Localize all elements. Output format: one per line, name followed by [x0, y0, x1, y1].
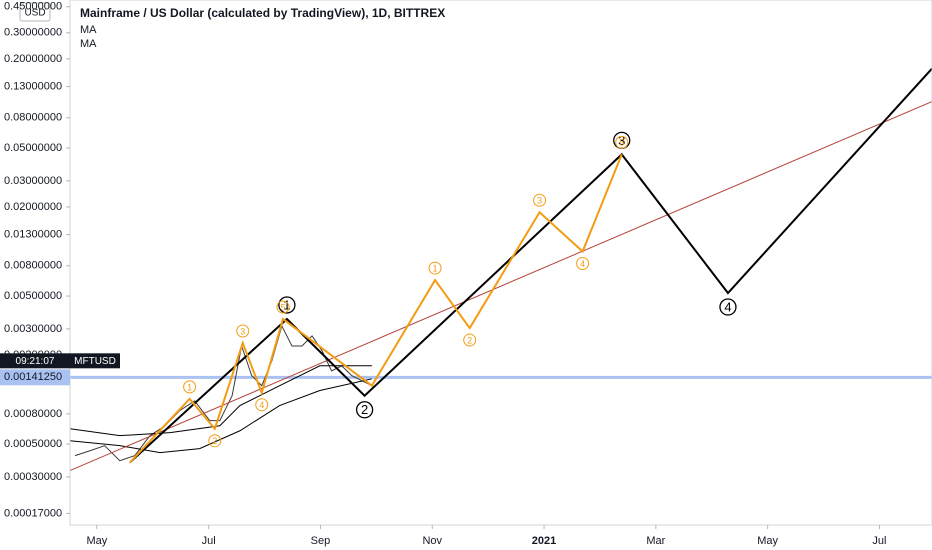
wave-label: 2 [361, 402, 368, 417]
y-tick-label: 0.00017000 [4, 507, 62, 519]
y-tick-label: 0.08000000 [4, 112, 62, 124]
wave-label: 3 [240, 326, 245, 336]
x-tick-label: May [757, 535, 778, 547]
wave-label: 1 [283, 297, 290, 312]
series-line [129, 67, 932, 464]
symbol: MFTUSD [74, 356, 116, 367]
y-tick-label: 0.00500000 [4, 290, 62, 302]
wave-label: 1 [433, 263, 438, 273]
series-line [69, 365, 372, 437]
wave-label-circle [276, 300, 290, 314]
wave-label: 2 [212, 436, 217, 446]
symbol-box [70, 353, 120, 369]
wave-label-circle [428, 261, 442, 275]
currency-box [19, 2, 51, 22]
wave-label: 3 [618, 133, 625, 148]
x-tick-label: Nov [422, 535, 442, 547]
series-line [69, 101, 932, 472]
countdown-box [0, 353, 70, 369]
x-tick-label: Sep [311, 535, 331, 547]
legend-entry: MA [80, 24, 97, 36]
last-price-box [0, 369, 70, 386]
chart-title: Mainframe / US Dollar (calculated by Tra… [80, 6, 445, 20]
wave-label-circle [533, 193, 547, 207]
last-price-label: 0.00141250 [4, 371, 62, 383]
wave-label: 4 [580, 259, 585, 269]
y-tick-label: 0.00050000 [4, 438, 62, 450]
y-tick-label: 0.13000000 [4, 81, 62, 93]
y-tick-label: 0.02000000 [4, 201, 62, 213]
x-tick-label: Jul [202, 535, 216, 547]
y-tick-label: 0.45000000 [4, 1, 62, 13]
wave-label-circle [576, 256, 590, 270]
wave-label-circle [208, 434, 222, 448]
wave-label: 4 [724, 299, 731, 314]
wave-label-circle [183, 380, 197, 394]
wave-label: 5 [280, 302, 285, 312]
series-line [129, 153, 623, 464]
wave-label: 2 [467, 335, 472, 345]
x-tick-label: May [86, 535, 107, 547]
currency: USD [24, 8, 45, 19]
plot-frame [69, 0, 932, 526]
wave-label-circle [355, 401, 374, 419]
countdown: 09:21:07 [16, 356, 55, 367]
x-tick-label: Jul [872, 535, 886, 547]
wave-label-circle [615, 135, 629, 149]
wave-label-circle [719, 298, 737, 316]
y-tick-label: 0.20000000 [4, 53, 62, 65]
x-tick-label: 2021 [532, 535, 556, 547]
wave-label-circle [255, 398, 269, 412]
x-tick-label: Mar [646, 535, 665, 547]
y-tick-label: 0.00800000 [4, 260, 62, 272]
y-tick-label: 0.30000000 [4, 27, 62, 39]
wave-label-circle [236, 324, 250, 338]
legend-entry: MA [80, 38, 97, 50]
y-tick-label: 0.00030000 [4, 471, 62, 483]
wave-label: 5 [619, 138, 624, 148]
wave-label: 1 [187, 382, 192, 392]
y-tick-label: 0.00300000 [4, 323, 62, 335]
series-line [74, 324, 373, 462]
wave-label: 3 [537, 196, 542, 206]
y-tick-label: 0.05000000 [4, 142, 62, 154]
wave-label-circle [463, 333, 477, 347]
y-tick-label: 0.01300000 [4, 229, 62, 241]
wave-label: 4 [259, 400, 264, 410]
y-tick-label: 0.03000000 [4, 175, 62, 187]
y-tick-label: 0.00080000 [4, 408, 62, 420]
